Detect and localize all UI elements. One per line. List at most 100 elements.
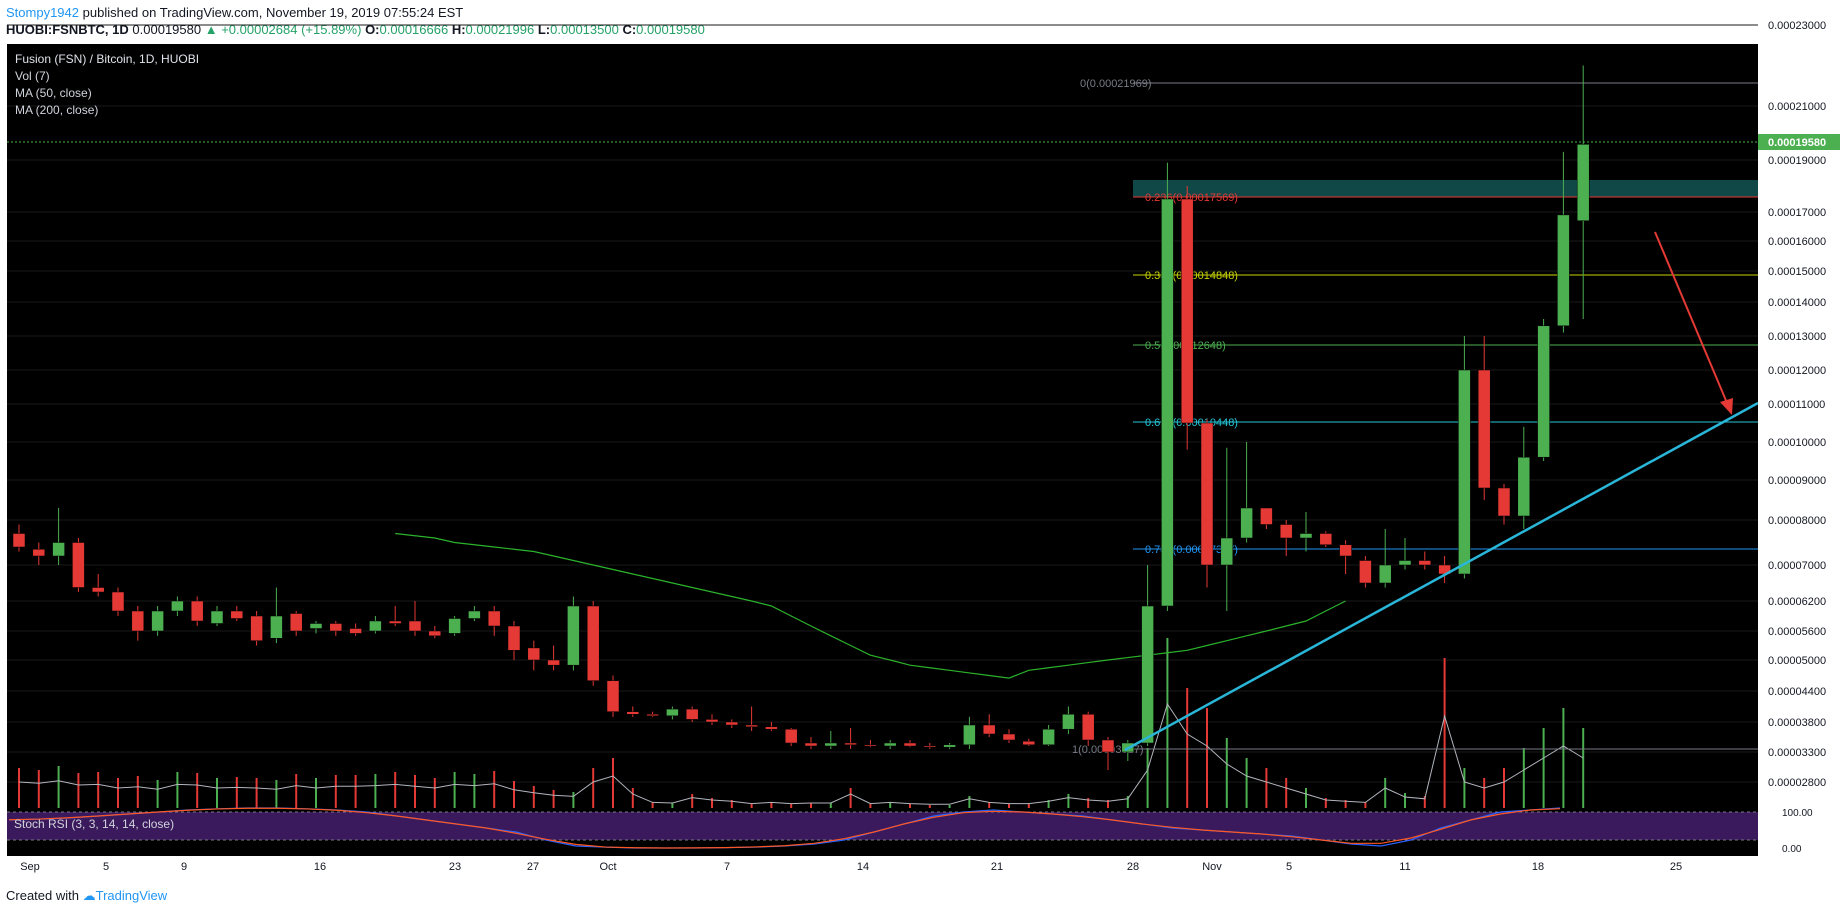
candle[interactable] — [1359, 556, 1372, 588]
candle[interactable] — [1081, 711, 1095, 746]
candle[interactable] — [448, 616, 461, 636]
candle-body — [1141, 605, 1154, 744]
candle[interactable] — [428, 626, 442, 639]
candle[interactable] — [923, 743, 937, 749]
candle[interactable] — [1477, 336, 1491, 500]
candle[interactable] — [12, 524, 26, 552]
candle[interactable] — [309, 621, 323, 634]
candle[interactable] — [408, 601, 422, 636]
candle-body — [1458, 369, 1471, 575]
author-link[interactable]: Stompy1942 — [6, 5, 79, 20]
candle[interactable] — [349, 623, 362, 636]
candle[interactable] — [1240, 442, 1253, 543]
candle[interactable] — [1418, 551, 1432, 570]
candle[interactable] — [844, 728, 857, 749]
candle[interactable] — [1279, 520, 1293, 556]
candle[interactable] — [1022, 738, 1036, 746]
candle[interactable] — [151, 606, 164, 636]
candle[interactable] — [1497, 484, 1511, 525]
candle[interactable] — [1101, 737, 1115, 770]
candle[interactable] — [1458, 336, 1471, 579]
candle[interactable] — [1042, 725, 1055, 746]
arrow — [1654, 231, 1733, 415]
candle[interactable] — [289, 611, 303, 636]
candle[interactable] — [883, 740, 897, 749]
candle[interactable] — [131, 606, 145, 641]
candle[interactable] — [1161, 162, 1174, 611]
candle[interactable] — [52, 508, 65, 565]
candle[interactable] — [1319, 531, 1333, 547]
candle[interactable] — [804, 737, 818, 749]
candle[interactable] — [388, 606, 402, 626]
candle-body — [1398, 560, 1412, 566]
candle[interactable] — [72, 538, 85, 592]
candle[interactable] — [32, 542, 46, 566]
candle[interactable] — [547, 645, 560, 671]
price-tick-label: 0.00011000 — [1768, 399, 1825, 411]
candle[interactable] — [1220, 447, 1234, 611]
candle[interactable] — [1141, 565, 1154, 746]
candle[interactable] — [369, 616, 382, 634]
candle[interactable] — [606, 675, 620, 717]
candle[interactable] — [784, 728, 798, 746]
candle[interactable] — [270, 587, 283, 644]
candle[interactable] — [864, 740, 877, 748]
candle[interactable] — [1557, 151, 1570, 333]
candle[interactable] — [1299, 512, 1313, 552]
trendline[interactable] — [1124, 401, 1759, 752]
candle[interactable] — [1576, 65, 1590, 320]
candle-body — [527, 647, 541, 661]
candle[interactable] — [1378, 529, 1392, 588]
candle[interactable] — [982, 714, 996, 737]
candle[interactable] — [1398, 538, 1412, 570]
candle[interactable] — [1062, 706, 1075, 735]
candle[interactable] — [903, 740, 917, 748]
candle[interactable] — [1200, 419, 1214, 588]
candle-body — [190, 600, 204, 622]
candle-body — [646, 714, 659, 717]
candle[interactable] — [1339, 540, 1352, 574]
candle[interactable] — [745, 706, 758, 732]
candle[interactable] — [943, 743, 956, 749]
candle[interactable] — [685, 706, 699, 723]
candle[interactable] — [824, 731, 838, 749]
candle[interactable] — [527, 640, 541, 671]
candle[interactable] — [567, 596, 580, 671]
candle[interactable] — [91, 574, 105, 597]
candle[interactable] — [1260, 507, 1273, 529]
candle[interactable] — [507, 621, 521, 660]
candle[interactable] — [190, 596, 204, 627]
candle[interactable] — [1517, 426, 1531, 529]
candle-body — [507, 625, 521, 651]
candle[interactable] — [171, 596, 184, 617]
candle[interactable] — [725, 719, 739, 728]
candle[interactable] — [468, 606, 481, 621]
candle[interactable] — [210, 606, 224, 626]
candle[interactable] — [646, 711, 659, 717]
candle-body — [1220, 537, 1234, 566]
candle[interactable] — [230, 606, 244, 621]
candle[interactable] — [111, 587, 125, 617]
candle[interactable] — [329, 621, 343, 636]
tradingview-logo[interactable]: ☁TradingView — [82, 888, 168, 903]
candle[interactable] — [705, 714, 719, 725]
candle[interactable] — [1537, 319, 1550, 461]
candle[interactable] — [1002, 729, 1016, 743]
candle[interactable] — [250, 611, 263, 646]
candle-body — [309, 623, 323, 629]
candle[interactable] — [666, 706, 679, 720]
candle[interactable] — [626, 706, 640, 717]
candle-body — [1299, 533, 1313, 539]
candle[interactable] — [1180, 186, 1194, 450]
time-tick-label: 25 — [1670, 861, 1682, 873]
candle[interactable] — [586, 601, 600, 686]
candle[interactable] — [1121, 740, 1135, 761]
candle-body — [567, 605, 580, 666]
candle[interactable] — [487, 606, 501, 636]
time-tick-label: 7 — [724, 861, 730, 873]
candle[interactable] — [765, 722, 778, 731]
candle[interactable] — [1438, 556, 1451, 583]
price-tick-label: 0.00003800 — [1768, 717, 1826, 729]
candle[interactable] — [963, 716, 976, 749]
